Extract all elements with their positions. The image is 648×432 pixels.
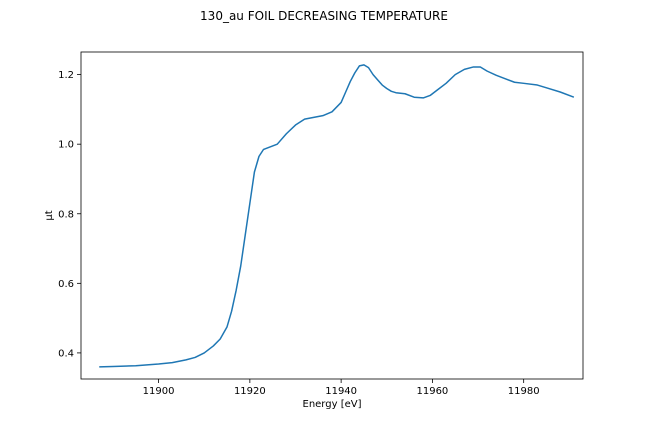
plot-area [99, 64, 575, 368]
series-line-0 [99, 64, 575, 368]
y-tick-label: 0.6 [58, 279, 74, 290]
x-tick-label: 11920 [234, 386, 266, 397]
chart-title: 130_au FOIL DECREASING TEMPERATURE [200, 9, 448, 23]
x-tick-label: 11940 [325, 386, 357, 397]
y-tick-label: 1.0 [58, 140, 74, 151]
x-tick-label: 11900 [143, 386, 175, 397]
x-axis: 11900 11920 11940 11960 11980 [143, 379, 540, 397]
y-tick-label: 0.4 [58, 348, 74, 359]
axes-frame [80, 51, 584, 380]
y-axis: 0.4 0.6 0.8 1.0 1.2 [58, 70, 81, 359]
x-axis-label: Energy [eV] [303, 399, 362, 410]
y-tick-label: 1.2 [58, 70, 74, 81]
y-tick-label: 0.8 [58, 209, 74, 220]
x-tick-label: 11960 [416, 386, 448, 397]
y-axis-label: μt [44, 210, 55, 220]
x-tick-label: 11980 [508, 386, 540, 397]
